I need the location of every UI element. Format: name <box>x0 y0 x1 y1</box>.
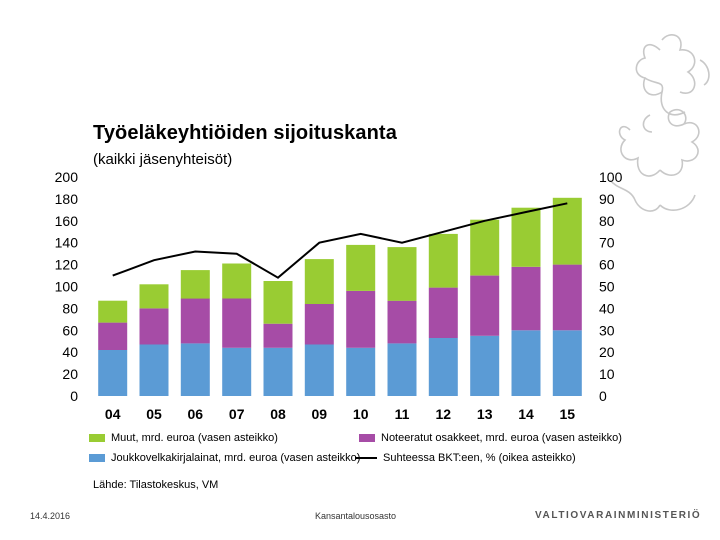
legend-item-noteeratut: Noteeratut osakkeet, mrd. euroa (vasen a… <box>359 432 622 444</box>
bar-equities-14 <box>511 266 541 331</box>
source-note: Lähde: Tilastokeskus, VM <box>93 479 219 491</box>
x-tick-label: 15 <box>560 406 576 422</box>
finnish-lion-crest-icon <box>609 34 710 212</box>
y-right-tick-label: 20 <box>599 344 615 360</box>
y-left-tick-label: 160 <box>55 213 79 229</box>
line-series-gdp-ratio <box>112 202 568 279</box>
legend-swatch-muut <box>89 434 105 442</box>
legend-item-joukkovelka: Joukkovelkakirjalainat, mrd. euroa (vase… <box>89 452 360 464</box>
y-right-tick-label: 60 <box>599 257 615 273</box>
bar-equities-04 <box>98 322 128 350</box>
legend-label-muut: Muut, mrd. euroa (vasen asteikko) <box>111 432 278 444</box>
y-left-tick-label: 140 <box>55 235 79 251</box>
x-tick-label: 12 <box>436 406 452 422</box>
y-left-tick-label: 20 <box>62 366 78 382</box>
bar-other-14 <box>511 207 541 267</box>
legend-item-muut: Muut, mrd. euroa (vasen asteikko) <box>89 432 278 444</box>
legend-swatch-noteeratut <box>359 434 375 442</box>
y-right-tick-label: 90 <box>599 191 615 207</box>
y-left-tick-label: 200 <box>55 169 79 185</box>
bar-other-06 <box>180 270 210 299</box>
bar-equities-10 <box>346 290 376 348</box>
y-right-tick-label: 100 <box>599 169 623 185</box>
x-tick-label: 10 <box>353 406 369 422</box>
x-tick-label: 07 <box>229 406 245 422</box>
bar-other-05 <box>139 284 169 309</box>
bar-other-12 <box>428 233 458 288</box>
legend-swatch-suhde <box>355 457 377 459</box>
bar-other-09 <box>304 259 334 304</box>
x-tick-label: 11 <box>395 406 410 422</box>
bar-bonds-12 <box>428 338 458 396</box>
y-left-tick-label: 120 <box>55 257 79 273</box>
bar-equities-12 <box>428 287 458 338</box>
bar-bonds-11 <box>387 343 417 396</box>
bar-bonds-05 <box>139 344 169 396</box>
bar-equities-15 <box>552 264 582 331</box>
x-tick-label: 08 <box>270 406 286 422</box>
y-left-tick-label: 80 <box>62 300 78 316</box>
bar-bonds-14 <box>511 330 541 396</box>
bar-equities-05 <box>139 308 169 345</box>
bar-other-08 <box>263 281 293 324</box>
bar-other-13 <box>470 219 500 276</box>
y-left-tick-label: 100 <box>55 279 79 295</box>
y-right-tick-label: 80 <box>599 213 615 229</box>
bar-equities-13 <box>470 275 500 336</box>
chart-title: Työeläkeyhtiöiden sijoituskanta <box>93 122 397 144</box>
chart-subtitle: (kaikki jäsenyhteisöt) <box>93 151 233 168</box>
y-right-tick-label: 70 <box>599 235 615 251</box>
y-left-tick-label: 40 <box>62 344 78 360</box>
y-left-tick-label: 0 <box>70 388 78 404</box>
footer-ministry-logo: VALTIOVARAINMINISTERIÖ <box>535 510 702 521</box>
bar-other-15 <box>552 197 582 265</box>
bar-bonds-08 <box>263 347 293 396</box>
bar-bonds-07 <box>222 347 252 396</box>
legend-swatch-joukkovelka <box>89 454 105 462</box>
x-tick-label: 05 <box>146 406 162 422</box>
y-right-tick-label: 40 <box>599 300 615 316</box>
bar-equities-06 <box>180 298 210 344</box>
bar-other-04 <box>98 300 128 323</box>
bar-bonds-04 <box>98 350 128 396</box>
bar-equities-11 <box>387 300 417 344</box>
x-tick-label: 06 <box>188 406 204 422</box>
bar-bonds-13 <box>470 335 500 396</box>
bar-other-10 <box>346 244 376 291</box>
legend-item-suhde: Suhteessa BKT:een, % (oikea asteikko) <box>355 452 576 464</box>
bar-bonds-09 <box>304 344 334 396</box>
legend-label-noteeratut: Noteeratut osakkeet, mrd. euroa (vasen a… <box>381 432 622 444</box>
bar-bonds-10 <box>346 347 376 396</box>
y-left-tick-label: 180 <box>55 191 79 207</box>
bar-bonds-15 <box>552 330 582 396</box>
bar-equities-07 <box>222 298 252 348</box>
x-tick-label: 04 <box>105 406 121 422</box>
y-right-tick-label: 30 <box>599 322 615 338</box>
bar-equities-09 <box>304 304 334 345</box>
bar-bonds-06 <box>180 343 210 396</box>
y-right-tick-label: 0 <box>599 388 607 404</box>
x-tick-label: 09 <box>312 406 328 422</box>
bar-equities-08 <box>263 323 293 348</box>
bar-other-07 <box>222 263 252 299</box>
legend-label-suhde: Suhteessa BKT:een, % (oikea asteikko) <box>383 452 576 464</box>
bar-other-11 <box>387 247 417 301</box>
footer-date: 14.4.2016 <box>30 511 71 521</box>
y-right-tick-label: 50 <box>599 279 615 295</box>
footer-department: Kansantalousosasto <box>315 511 397 521</box>
x-tick-label: 14 <box>518 406 534 422</box>
y-right-tick-label: 10 <box>599 366 615 382</box>
x-tick-label: 13 <box>477 406 493 422</box>
legend-label-joukkovelka: Joukkovelkakirjalainat, mrd. euroa (vase… <box>111 452 361 464</box>
y-left-tick-label: 60 <box>62 322 78 338</box>
